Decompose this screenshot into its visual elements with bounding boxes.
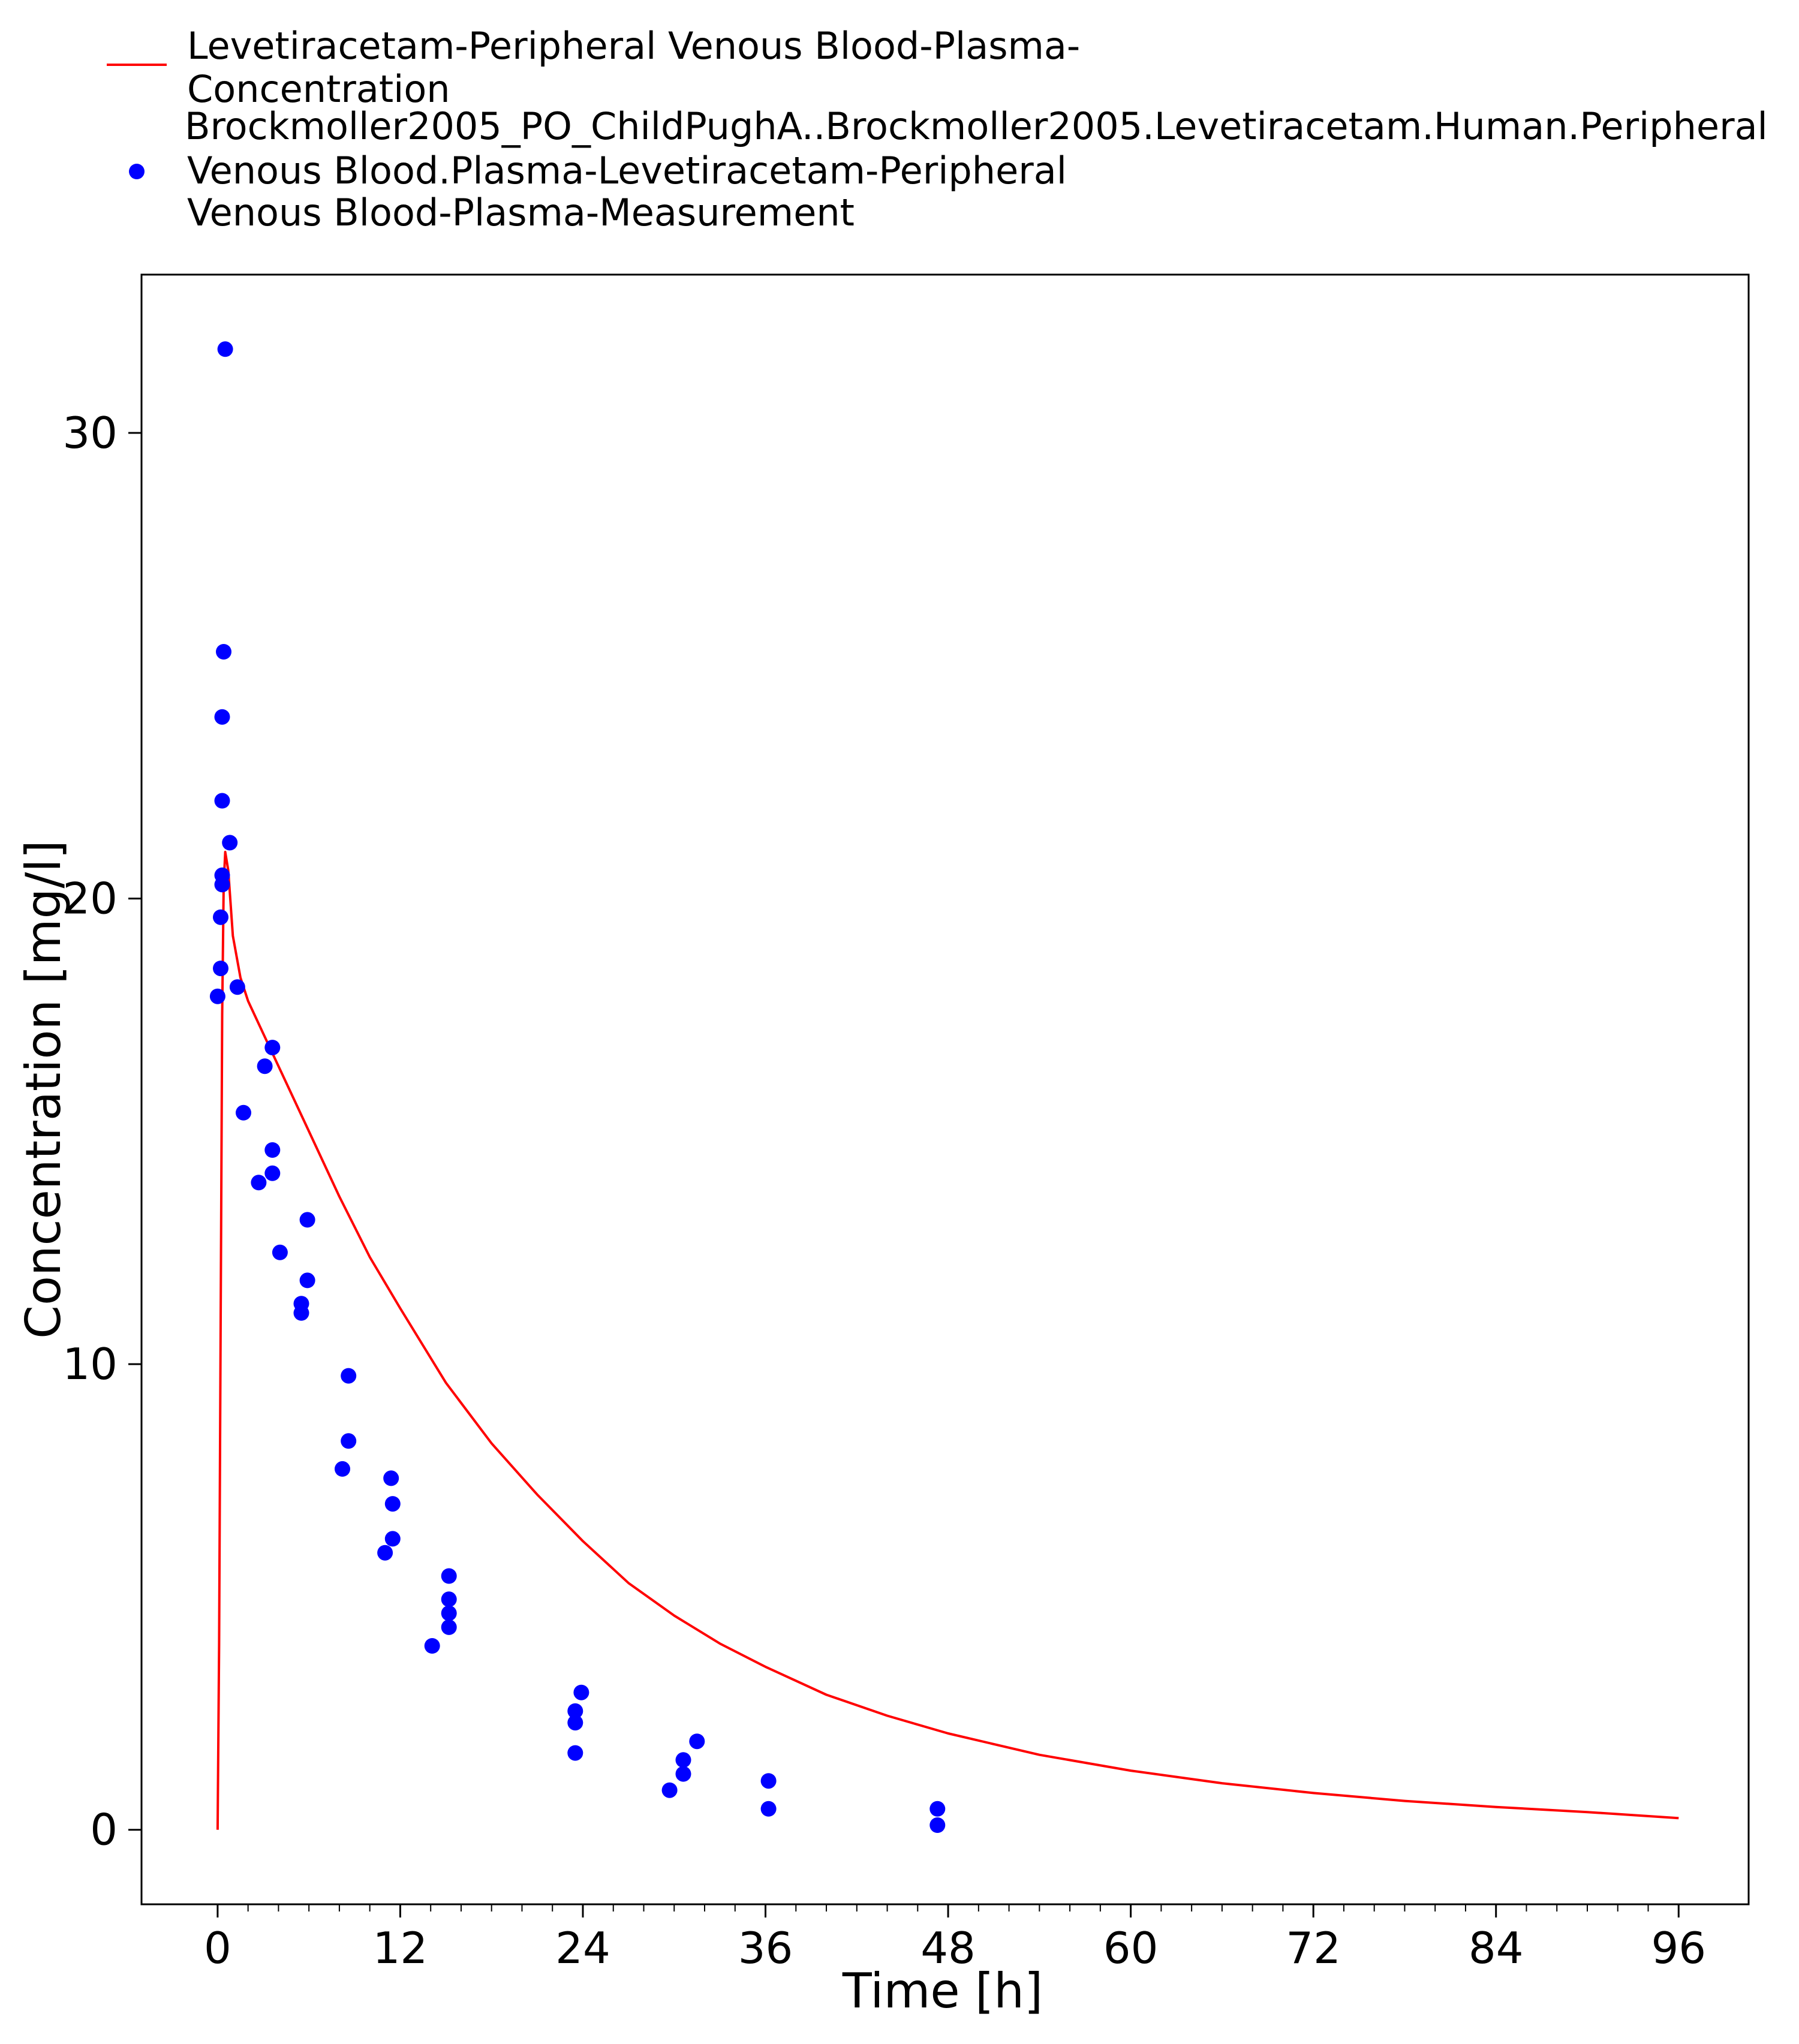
observed-data-point [236, 1104, 251, 1121]
observed-data-point [567, 1715, 583, 1731]
observed-data-point [441, 1605, 457, 1621]
observed-data-point [217, 341, 233, 357]
x-tick-label: 0 [204, 1923, 231, 1973]
y-tick-label: 10 [62, 1339, 118, 1389]
observed-data-point [341, 1368, 357, 1384]
legend-simulation-label-line-1: Levetiracetam-Peripheral Venous Blood-Pl… [187, 24, 1080, 68]
x-tick-label: 12 [373, 1923, 428, 1973]
observed-data-point [760, 1773, 777, 1789]
observed-data-point [424, 1638, 440, 1654]
observed-data-point [760, 1801, 777, 1817]
x-tick-label: 96 [1651, 1923, 1706, 1973]
legend-observed-label-line-2: Venous Blood-Plasma-Measurement [187, 191, 855, 234]
observed-data-point [214, 877, 230, 893]
x-tick-label: 60 [1103, 1923, 1159, 1973]
legend-observed-marker-swatch [129, 164, 145, 179]
x-tick-label: 24 [555, 1923, 610, 1973]
legend-simulation-label-line-2: Concentration [187, 67, 450, 111]
observed-data-point [264, 1040, 281, 1056]
observed-data-point [299, 1272, 315, 1289]
y-axis: 0 10 20 30 [62, 408, 142, 1855]
observed-data-point [384, 1496, 401, 1512]
observed-series [209, 341, 946, 1833]
observed-data-point [264, 1165, 281, 1181]
y-tick-label: 30 [62, 408, 118, 458]
observed-data-point [441, 1619, 457, 1635]
x-tick-label: 36 [738, 1923, 793, 1973]
observed-data-point [214, 793, 230, 809]
observed-data-point [377, 1545, 393, 1561]
observed-data-point [293, 1305, 309, 1321]
observed-data-point [675, 1752, 691, 1768]
observed-data-point [257, 1058, 273, 1074]
observed-data-point [661, 1782, 678, 1798]
legend-observed-label-line-1: Venous Blood.Plasma-Levetiracetam-Periph… [187, 149, 1067, 192]
observed-data-point [213, 961, 228, 977]
x-axis-title: Time [h] [842, 1963, 1043, 2019]
legend-simulation-label-line-3: Brockmoller2005_PO_ChildPughA..Brockmoll… [185, 104, 1768, 148]
observed-data-point [383, 1470, 399, 1486]
observed-data-point [272, 1244, 288, 1260]
observed-data-point [214, 709, 230, 725]
legend: Levetiracetam-Peripheral Venous Blood-Pl… [107, 24, 1768, 234]
observed-data-point [675, 1766, 691, 1782]
observed-data-point [929, 1817, 946, 1833]
observed-data-point [209, 988, 225, 1004]
observed-data-point [567, 1745, 583, 1761]
observed-data-point [229, 979, 245, 995]
observed-data-point [264, 1142, 281, 1158]
y-axis-title: Concentration [mg/l] [16, 840, 71, 1339]
x-tick-label: 72 [1286, 1923, 1341, 1973]
y-tick-label: 0 [90, 1805, 118, 1855]
observed-data-point [929, 1801, 946, 1817]
x-tick-label: 48 [920, 1923, 976, 1973]
observed-data-point [384, 1531, 401, 1547]
observed-data-point [441, 1568, 457, 1584]
observed-data-point [573, 1684, 589, 1700]
observed-data-point [251, 1175, 267, 1191]
x-axis: 0 12 24 36 48 60 72 84 96 [204, 1904, 1706, 1973]
y-tick-label: 20 [62, 874, 118, 924]
x-tick-label: 84 [1469, 1923, 1524, 1973]
observed-data-point [441, 1591, 457, 1607]
observed-data-point [222, 835, 238, 851]
plot-area-frame [140, 273, 1750, 1905]
simulation-series [216, 850, 1679, 1830]
observed-data-point [341, 1433, 357, 1449]
observed-data-point [213, 909, 228, 925]
observed-data-point [299, 1212, 315, 1228]
observed-data-point [216, 644, 231, 660]
observed-data-point [567, 1703, 583, 1719]
observed-data-point [335, 1461, 350, 1477]
simulation-concentration-line [216, 850, 1679, 1830]
observed-data-point [689, 1733, 705, 1750]
